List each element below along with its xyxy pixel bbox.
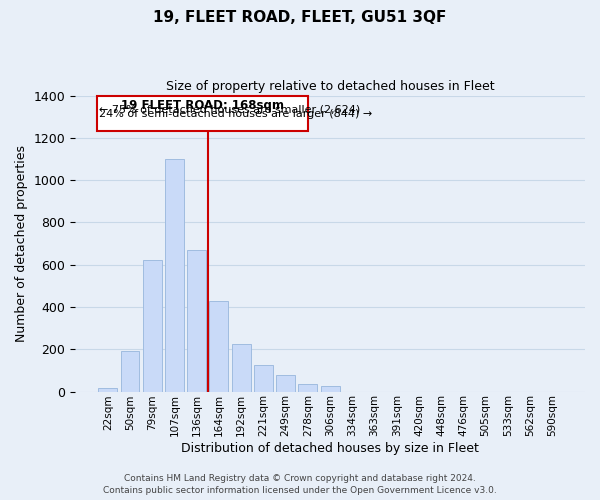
Title: Size of property relative to detached houses in Fleet: Size of property relative to detached ho… [166, 80, 494, 93]
Bar [98, 388, 117, 392]
Bar [143, 260, 161, 392]
Bar [232, 344, 251, 392]
Y-axis label: Number of detached properties: Number of detached properties [15, 145, 28, 342]
Bar [121, 352, 139, 392]
Text: 19 FLEET ROAD: 168sqm: 19 FLEET ROAD: 168sqm [121, 99, 284, 112]
Text: 19, FLEET ROAD, FLEET, GU51 3QF: 19, FLEET ROAD, FLEET, GU51 3QF [154, 10, 446, 25]
Bar [320, 386, 340, 392]
Bar [254, 365, 273, 392]
Bar [97, 96, 308, 132]
Bar [209, 300, 229, 392]
Bar [276, 374, 295, 392]
Bar [165, 159, 184, 392]
Text: Contains HM Land Registry data © Crown copyright and database right 2024.
Contai: Contains HM Land Registry data © Crown c… [103, 474, 497, 495]
Bar [298, 384, 317, 392]
Text: ← 75% of detached houses are smaller (2,624): ← 75% of detached houses are smaller (2,… [99, 104, 360, 115]
X-axis label: Distribution of detached houses by size in Fleet: Distribution of detached houses by size … [181, 442, 479, 455]
Bar [187, 250, 206, 392]
Text: 24% of semi-detached houses are larger (844) →: 24% of semi-detached houses are larger (… [99, 110, 372, 120]
